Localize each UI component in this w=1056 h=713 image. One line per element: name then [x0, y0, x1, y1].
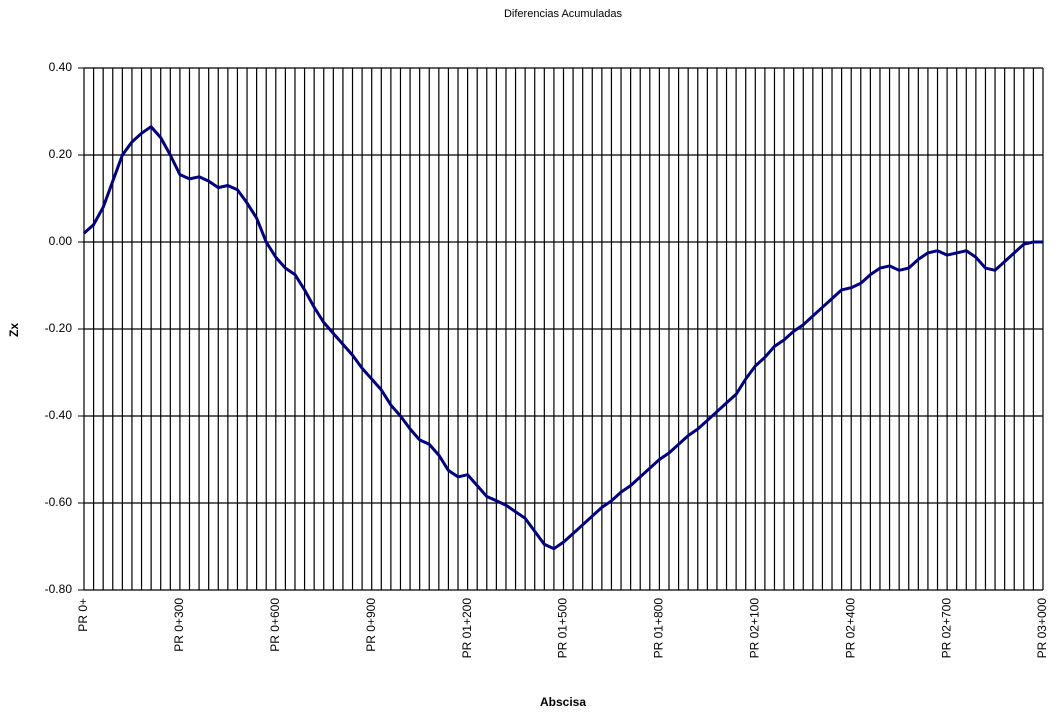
x-axis-label: Abscisa [540, 695, 586, 709]
y-tick-label: -0.60 [45, 495, 73, 509]
x-tick-label: PR 02+100 [747, 598, 761, 659]
y-tick-label: -0.80 [45, 582, 73, 596]
x-tick-label: PR 0+300 [172, 598, 186, 652]
y-tick-label: 0.00 [49, 234, 73, 248]
x-tick-label: PR 01+500 [556, 598, 570, 659]
x-tick-label: PR 02+700 [939, 598, 953, 659]
y-axis-label: Zx [7, 323, 21, 337]
x-tick-label: PR 0+600 [268, 598, 282, 652]
data-line [82, 125, 1043, 551]
x-tick-label: PR 0+900 [364, 598, 378, 652]
x-tick-label: PR 01+200 [460, 598, 474, 659]
y-tick-label: -0.40 [45, 408, 73, 422]
chart-title: Diferencias Acumuladas [504, 8, 623, 20]
y-tick-label: 0.40 [49, 60, 73, 74]
x-tick-label: PR 01+800 [652, 598, 666, 659]
y-tick-label: -0.20 [45, 321, 73, 335]
x-tick-label: PR 03+000 [1035, 598, 1049, 659]
x-tick-label: PR 0+ [76, 598, 90, 632]
y-tick-label: 0.20 [49, 147, 73, 161]
x-tick-label: PR 02+400 [843, 598, 857, 659]
